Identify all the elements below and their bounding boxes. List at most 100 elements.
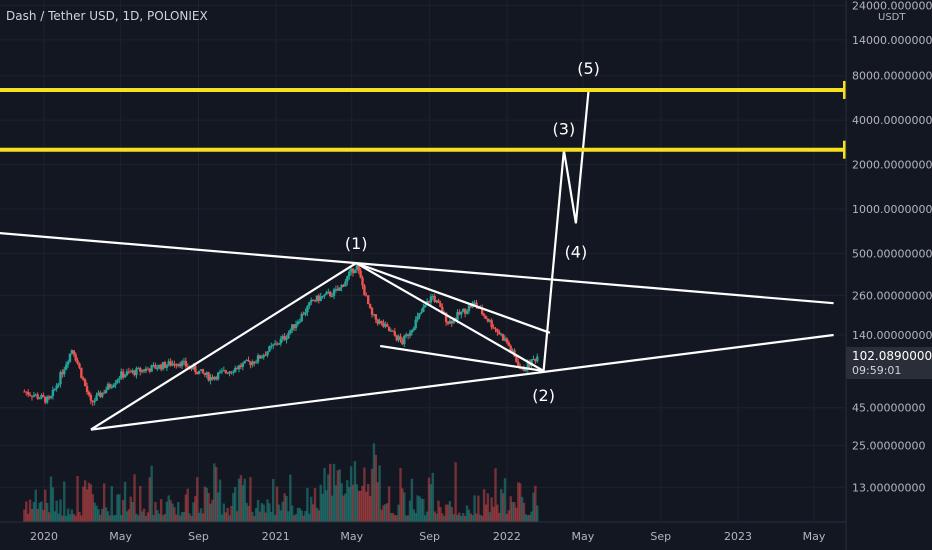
candle-body <box>458 312 461 315</box>
volume-bar <box>230 505 233 522</box>
candle-body <box>414 319 417 329</box>
volume-bar <box>395 515 398 522</box>
volume-bar <box>213 463 216 522</box>
candle-body <box>296 321 300 325</box>
volume-bar <box>125 511 129 522</box>
volume-bar <box>473 495 476 522</box>
candle-body <box>42 395 45 397</box>
volume-bar <box>490 497 493 522</box>
candle-body <box>465 311 469 314</box>
candle-body <box>97 392 100 396</box>
impulse-line[interactable] <box>90 262 357 431</box>
projection[interactable] <box>542 89 590 372</box>
volume-bar <box>163 513 167 522</box>
volume-bar <box>494 468 497 522</box>
candle-body <box>456 312 459 320</box>
volume-bar <box>63 481 66 522</box>
volume-bar <box>367 484 370 522</box>
wave-label: (5) <box>577 59 600 78</box>
candle-body <box>177 363 180 366</box>
volume-bar <box>76 475 79 522</box>
candle-body <box>515 356 518 362</box>
candle-body <box>484 315 488 319</box>
volume-bar <box>393 514 397 522</box>
volume-bar <box>363 467 366 522</box>
candle-body <box>228 371 231 374</box>
candle-body <box>292 324 296 328</box>
volume-bar <box>47 512 51 522</box>
candle-body <box>380 320 383 323</box>
candle-body <box>517 361 520 368</box>
candle-body <box>386 324 389 327</box>
candle-body <box>116 379 119 383</box>
candle-body <box>359 270 362 278</box>
volume-bar <box>317 510 321 522</box>
candle-body <box>311 300 315 302</box>
volume-bar <box>135 513 138 522</box>
candle-body <box>405 334 408 336</box>
volume-bar <box>287 511 290 522</box>
candle-body <box>63 369 66 375</box>
wave-labels: (1) (2) (3) (4) (5) <box>345 59 600 405</box>
candle-body <box>192 365 195 370</box>
volume-bar <box>169 500 172 522</box>
time-axis[interactable]: 2020 May Sep 2021 May Sep 2022 May Sep 2023 May <box>0 521 846 543</box>
volume-bar <box>112 515 115 522</box>
volume-bar <box>258 511 262 522</box>
y-tick-label: 500.00000000 <box>852 247 932 260</box>
candle-body <box>283 336 286 340</box>
candle-body <box>222 370 226 372</box>
volume-bar <box>452 514 455 522</box>
wedge-lower[interactable] <box>355 262 545 372</box>
volume-bar <box>414 513 417 522</box>
volume-bar <box>528 514 531 522</box>
volume-bar <box>486 493 490 522</box>
candle-body <box>114 382 117 385</box>
upper-trendline[interactable] <box>0 231 834 305</box>
volume-bar <box>355 484 359 522</box>
volume-bar <box>296 507 300 522</box>
candle-body <box>355 265 359 270</box>
candle-body <box>194 365 197 373</box>
volume-bar <box>277 504 281 522</box>
lower-trendline[interactable] <box>90 333 834 431</box>
volume-bar <box>64 515 68 522</box>
volume-bar <box>289 474 292 522</box>
volume-bar <box>509 496 512 522</box>
volume-bar <box>329 463 332 522</box>
volume-bar <box>469 513 472 522</box>
volume-bar <box>461 513 465 522</box>
volume-bar <box>311 504 315 522</box>
price-axis[interactable]: 24000.00000000 14000.00000000 8000.0000000… <box>845 0 932 550</box>
volume-bar <box>272 479 275 522</box>
candle-body <box>264 354 267 356</box>
candle-body <box>251 361 254 365</box>
wedge-base[interactable] <box>380 344 544 372</box>
candle-body <box>403 335 406 345</box>
candle-body <box>89 394 93 401</box>
volume-bar <box>201 513 205 522</box>
volume-bar <box>133 474 136 522</box>
candle-body <box>370 307 374 315</box>
volume-bar <box>131 501 134 522</box>
volume-bar <box>61 515 64 522</box>
volume-bar <box>260 503 264 522</box>
candle-body <box>243 360 246 364</box>
wedge-upper[interactable] <box>355 262 551 334</box>
volume-bar <box>205 487 208 522</box>
x-tick-label: May <box>340 530 363 543</box>
candle-body <box>393 331 397 336</box>
candle-body <box>163 362 167 368</box>
volume-bar <box>346 480 349 522</box>
candle-body <box>401 339 404 345</box>
x-tick-label: Sep <box>188 530 209 543</box>
wave-label: (1) <box>345 234 368 253</box>
volume-bar <box>150 465 153 522</box>
candle-body <box>51 390 55 397</box>
candle-body <box>408 332 412 336</box>
candle-body <box>53 388 56 391</box>
candle-body <box>112 384 115 387</box>
candle-body <box>72 350 75 355</box>
candle-body <box>80 367 83 378</box>
